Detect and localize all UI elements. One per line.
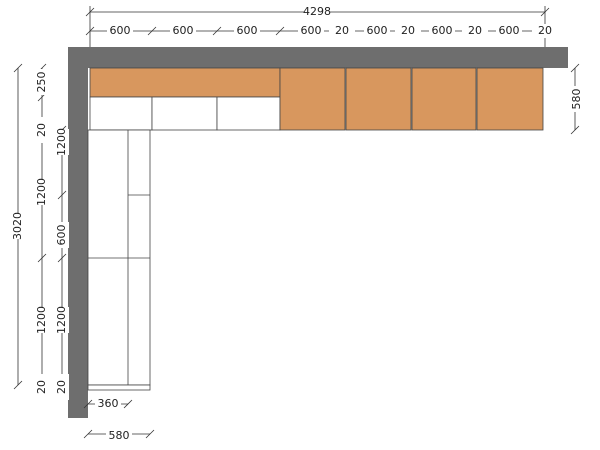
dimension-tick xyxy=(83,429,93,439)
dimension-label: 3020 xyxy=(11,212,24,240)
label-bg xyxy=(11,213,25,239)
dimension-tick xyxy=(147,26,157,36)
label-bg xyxy=(55,374,69,400)
wall-top xyxy=(68,47,568,68)
base-cabinet xyxy=(89,96,153,131)
tall-cabinet xyxy=(345,67,412,131)
dimension-tick xyxy=(37,253,47,263)
dimension-tick xyxy=(570,63,580,73)
dimension-label: 580 xyxy=(109,429,130,442)
label-bg xyxy=(35,307,49,333)
dimension-label: 600 xyxy=(55,225,68,246)
dimension-label: 600 xyxy=(173,24,194,37)
dimension-tick xyxy=(57,190,67,200)
upper-cabinet xyxy=(89,67,281,98)
dimension-label: 600 xyxy=(237,24,258,37)
dimension-label: 600 xyxy=(301,24,322,37)
label-bg xyxy=(170,24,196,38)
dimension-tick xyxy=(13,380,23,390)
label-bg xyxy=(107,24,133,38)
label-bg xyxy=(35,69,49,95)
side-run xyxy=(87,129,151,386)
dimension-label: 20 xyxy=(35,123,48,137)
base-cabinet xyxy=(216,96,281,131)
dimension-label: 20 xyxy=(538,24,552,37)
dimension-label: 20 xyxy=(35,380,48,394)
dimension-label: 600 xyxy=(367,24,388,37)
label-bg xyxy=(95,397,121,411)
dimension-tick xyxy=(212,26,222,36)
label-bg xyxy=(55,307,69,333)
end-panel xyxy=(87,384,151,391)
dimension-label: 20 xyxy=(468,24,482,37)
dimension-tick xyxy=(123,399,133,409)
dimension-label: 4298 xyxy=(303,5,331,18)
label-bg xyxy=(304,5,330,19)
dimension-label: 600 xyxy=(432,24,453,37)
dimension-label: 600 xyxy=(110,24,131,37)
label-bg xyxy=(364,24,390,38)
dimension-label: 250 xyxy=(35,72,48,93)
label-bg xyxy=(429,24,455,38)
dimension-label: 360 xyxy=(98,397,119,410)
label-bg xyxy=(532,24,558,38)
dimension-label: 1200 xyxy=(35,306,48,334)
dimension-tick xyxy=(275,26,285,36)
dimension-label: 1200 xyxy=(55,306,68,334)
tall-cabinet xyxy=(411,67,477,131)
label-bg xyxy=(55,129,69,155)
label-bg xyxy=(234,24,260,38)
tall-cabinet xyxy=(476,67,544,131)
dimension-tick xyxy=(83,399,93,409)
dimension-label: 580 xyxy=(570,89,583,110)
dimension-label: 20 xyxy=(335,24,349,37)
label-bg xyxy=(106,429,132,443)
dimension-tick xyxy=(57,253,67,263)
dimension-label: 600 xyxy=(499,24,520,37)
label-bg xyxy=(55,222,69,248)
label-bg xyxy=(395,24,421,38)
dimension-label: 20 xyxy=(55,380,68,394)
label-bg xyxy=(496,24,522,38)
dimension-tick xyxy=(85,26,95,36)
dimension-label: 1200 xyxy=(55,128,68,156)
dimension-tick xyxy=(145,429,155,439)
label-bg xyxy=(35,117,49,143)
label-bg xyxy=(35,179,49,205)
dimension-label: 1200 xyxy=(35,178,48,206)
tall-cabinet xyxy=(279,67,346,131)
label-bg xyxy=(35,374,49,400)
wall-left xyxy=(68,47,88,418)
label-bg xyxy=(570,86,584,112)
label-bg xyxy=(298,24,324,38)
label-bg xyxy=(462,24,488,38)
label-bg xyxy=(329,24,355,38)
dimension-tick xyxy=(570,125,580,135)
base-cabinet xyxy=(151,96,218,131)
dimension-label: 20 xyxy=(401,24,415,37)
dimension-tick xyxy=(13,63,23,73)
plan-shapes xyxy=(17,11,576,435)
